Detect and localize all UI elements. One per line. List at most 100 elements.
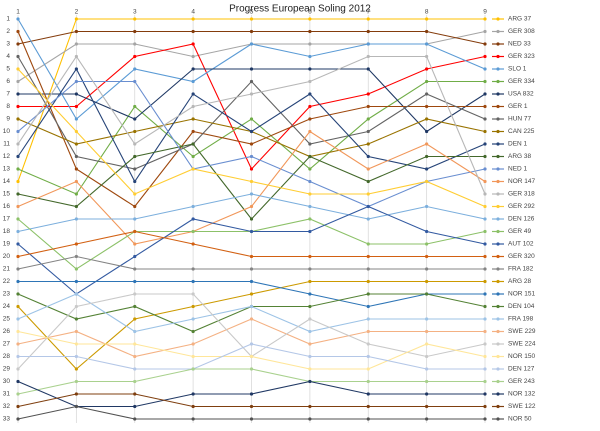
y-tick-label: 17 [3, 216, 11, 223]
chart-title: Progress European Soling 2012 [229, 4, 371, 15]
point [425, 329, 429, 334]
legend-label: GER 323 [508, 53, 535, 60]
legend-label: NED 1 [508, 166, 528, 173]
y-tick-label: 6 [6, 78, 10, 85]
point [308, 104, 312, 109]
point [16, 254, 20, 259]
point [133, 367, 137, 371]
legend-label: FRA 198 [508, 316, 534, 323]
point [249, 404, 254, 409]
legend-label: DEN 127 [508, 366, 535, 373]
legend-label: ARG 37 [508, 16, 532, 23]
point [308, 204, 312, 209]
point [249, 67, 254, 71]
point [133, 229, 137, 234]
point [366, 154, 370, 159]
point [483, 367, 487, 371]
legend-label: ARG 28 [508, 278, 532, 285]
point [425, 292, 429, 296]
point [191, 404, 195, 409]
point [191, 242, 195, 246]
point [74, 329, 78, 334]
point [133, 292, 137, 296]
point [74, 192, 78, 196]
legend-marker [496, 179, 500, 184]
point [425, 242, 429, 246]
point [483, 29, 487, 34]
legend-label: SWE 224 [508, 341, 536, 348]
y-tick-label: 11 [3, 141, 10, 148]
point [366, 92, 370, 96]
point [366, 379, 370, 384]
point [16, 229, 20, 234]
legend-label: AUT 102 [508, 241, 534, 248]
point [483, 92, 487, 96]
point [308, 117, 312, 121]
y-tick-label: 32 [3, 403, 11, 410]
y-tick-label: 21 [3, 266, 11, 273]
point [191, 54, 195, 59]
point [133, 167, 137, 171]
point [133, 417, 137, 421]
legend-label: GER 318 [508, 191, 535, 198]
y-tick-label: 19 [3, 241, 11, 248]
point [425, 317, 429, 321]
legend-label: FRA 182 [508, 266, 534, 273]
legend-marker [496, 304, 500, 309]
legend-marker [496, 329, 500, 334]
point [249, 192, 254, 196]
point [191, 42, 195, 46]
point [133, 354, 137, 359]
point [308, 67, 312, 71]
legend-label: GER 292 [508, 203, 535, 210]
legend-label: GER 1 [508, 103, 528, 110]
y-tick-label: 25 [3, 316, 11, 323]
point [366, 329, 370, 334]
point [74, 204, 78, 209]
y-tick-label: 8 [6, 103, 10, 110]
legend-marker [496, 92, 500, 96]
point [249, 292, 254, 296]
point [483, 329, 487, 334]
point [425, 167, 429, 171]
point [16, 192, 20, 196]
y-tick-label: 7 [6, 91, 10, 98]
point [249, 42, 254, 46]
point [483, 242, 487, 246]
x-tick-label: 5 [250, 9, 254, 16]
y-tick-label: 30 [3, 378, 11, 385]
point [425, 254, 429, 259]
point [366, 54, 370, 59]
point [249, 29, 254, 34]
point [308, 17, 312, 21]
point [16, 117, 20, 121]
point [133, 192, 137, 196]
point [308, 292, 312, 296]
y-tick-label: 33 [3, 416, 11, 423]
point [483, 142, 487, 146]
point [133, 317, 137, 321]
point [366, 42, 370, 46]
point [308, 279, 312, 284]
point [74, 292, 78, 296]
point [191, 104, 195, 109]
legend-marker [496, 417, 500, 421]
point [191, 354, 195, 359]
point [249, 229, 254, 234]
point [74, 154, 78, 159]
point [133, 179, 137, 184]
point [308, 217, 312, 221]
point [16, 317, 20, 321]
point [425, 342, 429, 346]
point [74, 167, 78, 171]
point [425, 142, 429, 146]
legend-label: GER 320 [508, 253, 535, 260]
point [308, 367, 312, 371]
point [483, 217, 487, 221]
y-tick-label: 5 [6, 66, 10, 73]
point [133, 217, 137, 221]
point [16, 29, 20, 34]
y-tick-label: 12 [3, 153, 11, 160]
legend-marker [496, 67, 500, 71]
point [308, 354, 312, 359]
